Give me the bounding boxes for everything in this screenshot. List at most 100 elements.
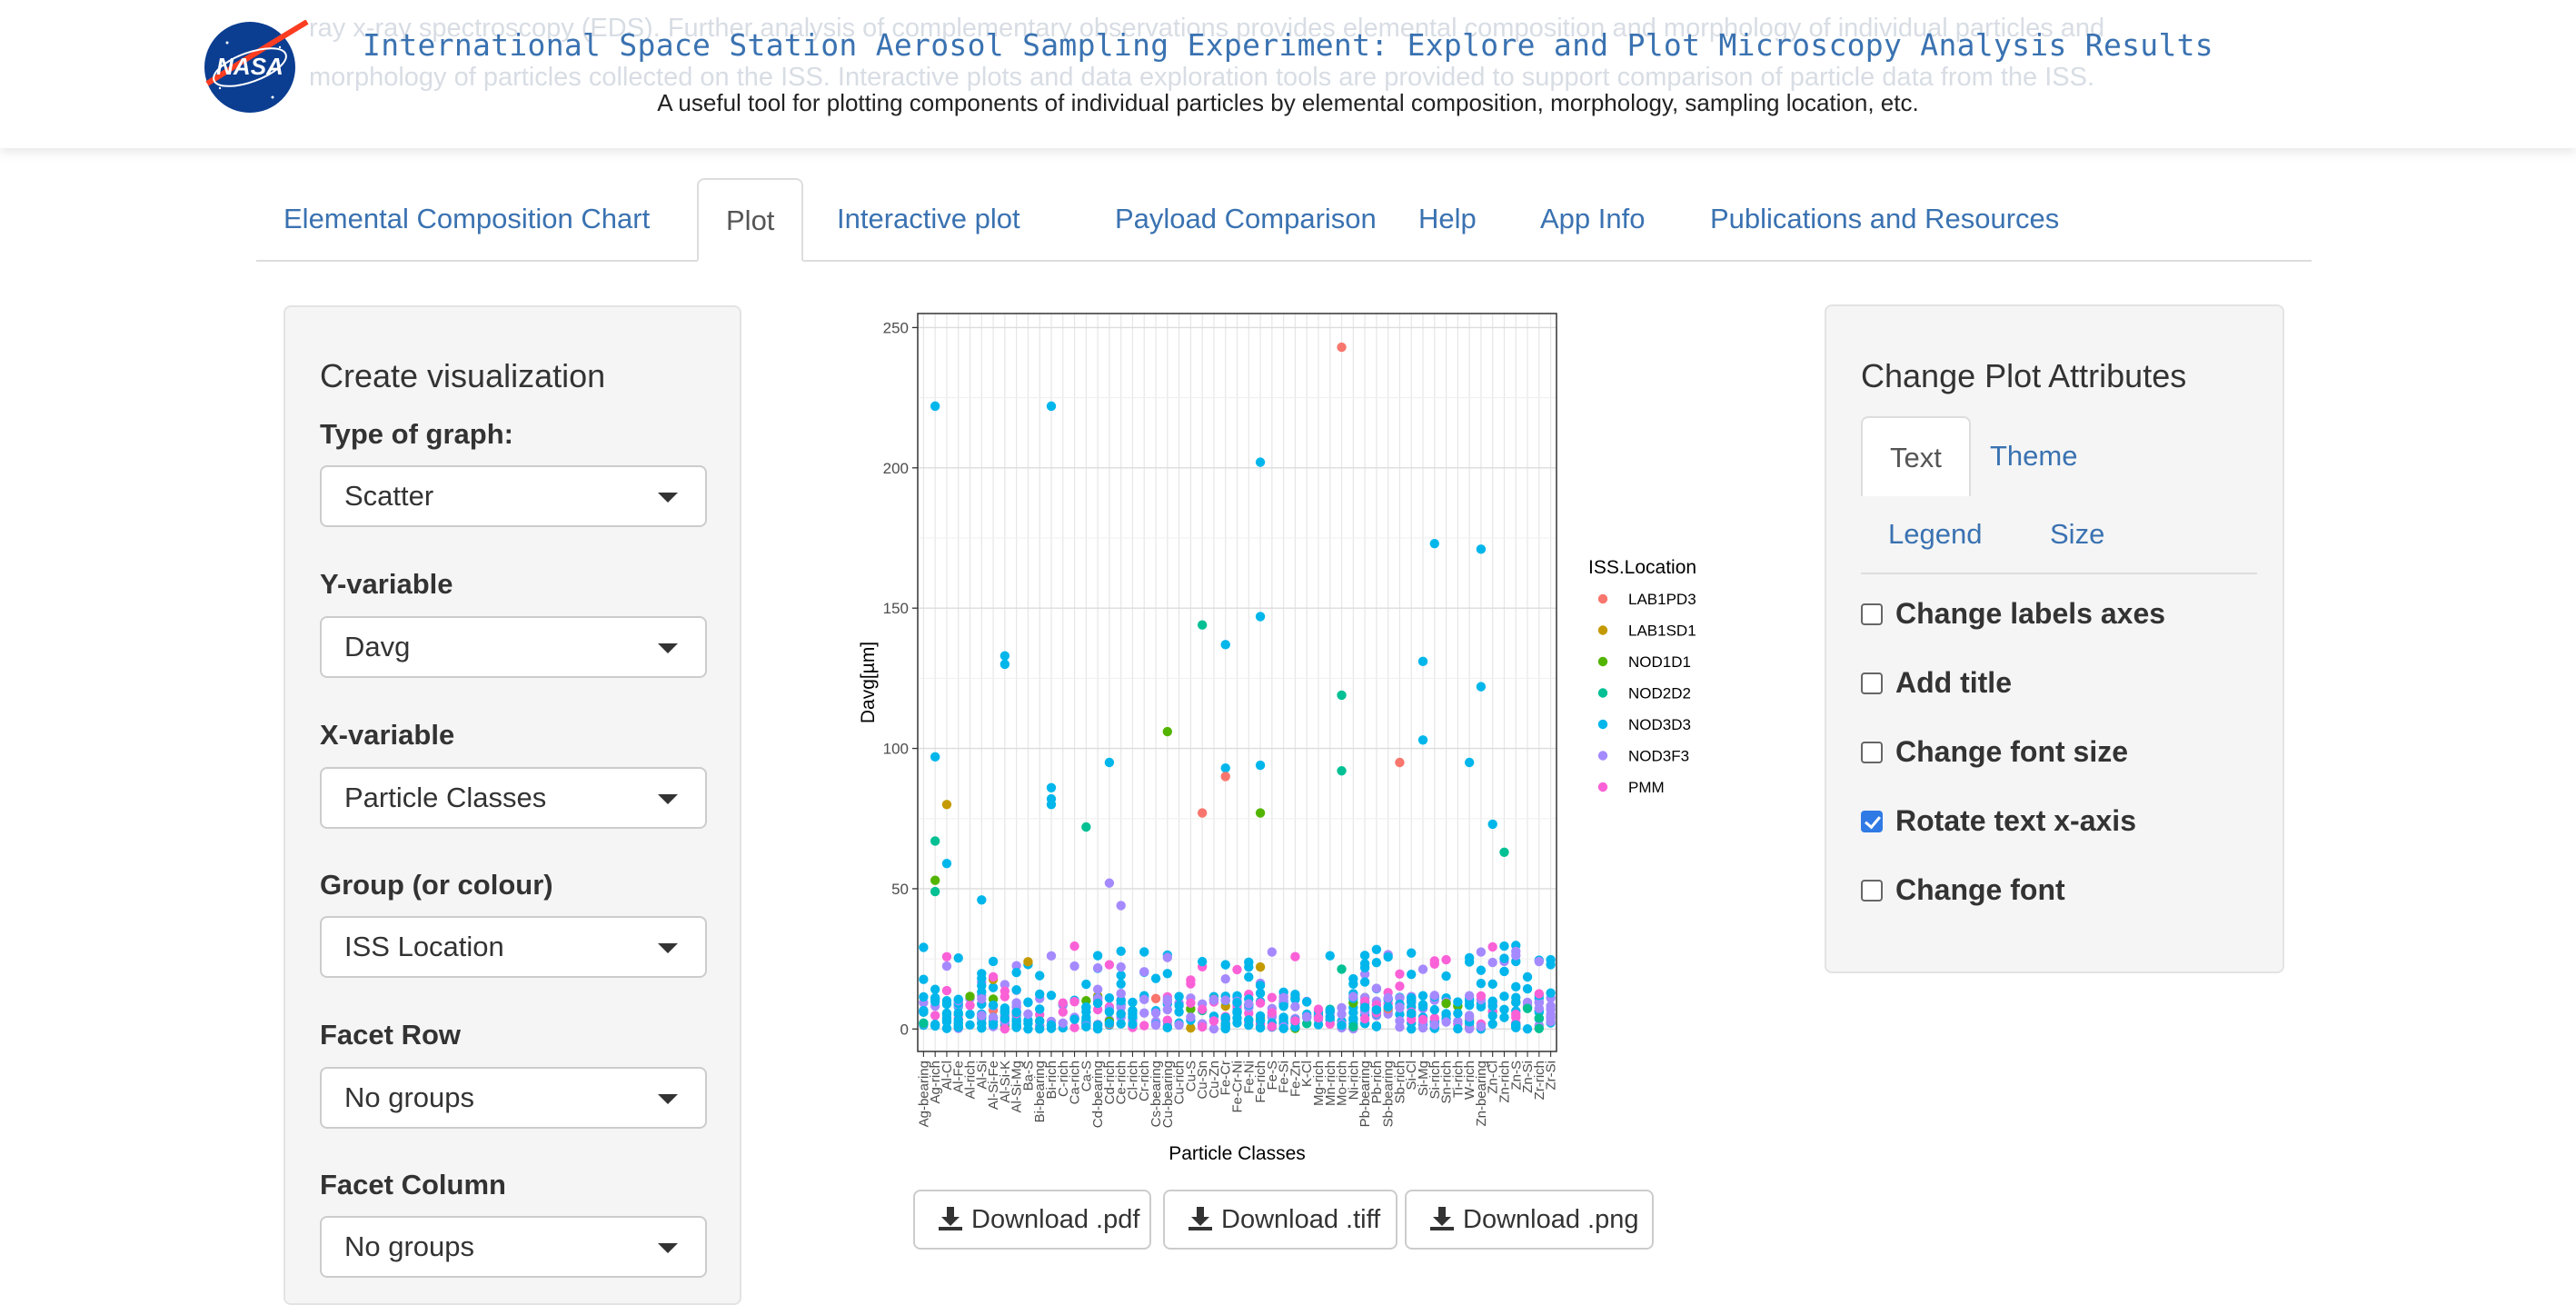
data-point	[1429, 991, 1439, 1001]
data-point	[1058, 998, 1068, 1008]
tab-legend[interactable]: Legend	[1888, 518, 1983, 550]
change-font-size-checkbox[interactable]	[1861, 742, 1883, 763]
facet-column-select[interactable]: No groups	[320, 1216, 707, 1278]
legend-label: NOD3F3	[1628, 748, 1689, 765]
data-point	[1081, 1021, 1091, 1032]
x-tick-label: Zr-Si	[1544, 1061, 1559, 1091]
x-tick-label: Al-Fe	[951, 1061, 967, 1093]
data-point	[1023, 1009, 1033, 1020]
rotate-text-x-axis-option[interactable]: Rotate text x-axis	[1861, 804, 2136, 838]
x-tick-label: Zr-rich	[1532, 1061, 1547, 1100]
data-point	[1464, 1023, 1475, 1034]
change-font-checkbox[interactable]	[1861, 880, 1883, 902]
tab-size[interactable]: Size	[2050, 518, 2105, 550]
data-point	[1476, 1021, 1487, 1032]
data-point	[1081, 822, 1091, 832]
data-point	[1116, 961, 1126, 972]
data-point	[1000, 1003, 1010, 1013]
data-point	[1301, 1011, 1312, 1022]
data-point	[1255, 998, 1266, 1008]
data-point	[1383, 1001, 1393, 1012]
tab-interactive-plot[interactable]: Interactive plot	[837, 203, 1020, 234]
download-png-button[interactable]: Download .png	[1405, 1190, 1654, 1250]
tab-plot[interactable]: Plot	[697, 178, 804, 262]
data-point	[1325, 1012, 1335, 1022]
x-tick-label: Cu-bearing	[1160, 1061, 1176, 1128]
data-point	[1244, 971, 1254, 982]
plot-attributes-panel: Change Plot Attributes Text Theme Legend…	[1825, 304, 2284, 973]
data-point	[1325, 1005, 1335, 1016]
x-tick-label: Pb-bearing	[1358, 1061, 1373, 1127]
data-point	[1429, 959, 1439, 969]
data-point	[1197, 956, 1208, 967]
change-font-size-option[interactable]: Change font size	[1861, 735, 2128, 769]
x-tick-label: Cu-rich	[1172, 1061, 1188, 1104]
data-point	[1499, 966, 1509, 977]
change-labels-axes-option[interactable]: Change labels axes	[1861, 597, 2165, 631]
facet-row-select[interactable]: No groups	[320, 1067, 707, 1129]
plot-grid	[918, 314, 1557, 1051]
data-point	[1359, 1013, 1370, 1024]
data-point	[1464, 757, 1475, 768]
ghost-line-1: ray x-ray spectroscopy (EDS). Further an…	[309, 14, 2105, 43]
data-point	[1313, 1020, 1324, 1030]
download-pdf-button[interactable]: Download .pdf	[913, 1190, 1151, 1250]
tab-app-info[interactable]: App Info	[1540, 203, 1646, 234]
data-point	[1232, 964, 1242, 975]
data-point	[1255, 1022, 1266, 1033]
data-point	[1534, 1013, 1545, 1023]
data-point	[1011, 1007, 1021, 1018]
data-point	[1499, 953, 1509, 963]
tab-theme[interactable]: Theme	[1990, 440, 2078, 472]
add-title-checkbox[interactable]	[1861, 672, 1883, 694]
data-point	[1035, 1016, 1045, 1026]
tab-payload-comparison[interactable]: Payload Comparison	[1115, 203, 1377, 234]
data-point	[1359, 1002, 1370, 1013]
data-point	[977, 981, 987, 991]
data-point	[1487, 941, 1497, 952]
tab-help[interactable]: Help	[1418, 203, 1477, 234]
tab-elemental-composition-chart[interactable]: Elemental Composition Chart	[283, 203, 651, 234]
nasa-logo-text: NASA	[216, 53, 283, 80]
data-point	[1232, 997, 1242, 1008]
change-labels-axes-checkbox[interactable]	[1861, 603, 1883, 625]
x-tick-label: Sb-bearing	[1381, 1061, 1397, 1127]
chevron-down-icon	[658, 643, 678, 653]
data-point	[1139, 994, 1149, 1005]
data-point	[1046, 951, 1057, 961]
x-tick-label: Zn-S	[1508, 1061, 1524, 1091]
tab-publications-and-resources[interactable]: Publications and Resources	[1710, 203, 2060, 234]
rotate-text-x-axis-checkbox[interactable]	[1861, 811, 1883, 832]
data-point	[1092, 962, 1103, 973]
data-point	[988, 956, 999, 967]
x-tick-label: Ti-rich	[1450, 1061, 1466, 1098]
data-point	[1011, 967, 1021, 978]
change-font-option[interactable]: Change font	[1861, 873, 2065, 907]
data-point	[941, 961, 952, 971]
data-point	[1441, 954, 1451, 965]
add-title-option[interactable]: Add title	[1861, 666, 2012, 700]
data-point	[965, 991, 975, 1001]
data-point	[988, 1020, 999, 1030]
data-point	[1186, 975, 1196, 985]
data-point	[1000, 659, 1010, 670]
data-point	[1359, 959, 1370, 969]
data-point	[1128, 1019, 1138, 1030]
x-variable-select[interactable]: Particle Classes	[320, 767, 707, 829]
group-colour-label: Group (or colour)	[320, 869, 553, 901]
data-point	[1000, 1023, 1010, 1034]
x-tick-label: Ni-rich	[1346, 1061, 1361, 1100]
data-point	[1255, 981, 1266, 991]
graph-type-select[interactable]: Scatter	[320, 465, 707, 527]
x-tick-label: Fe-Si	[1277, 1061, 1292, 1093]
data-point	[941, 800, 952, 810]
y-tick-label: 100	[883, 741, 909, 758]
download-tiff-button[interactable]: Download .tiff	[1163, 1190, 1397, 1250]
data-point	[1522, 971, 1533, 982]
tab-text[interactable]: Text	[1861, 416, 1971, 496]
group-colour-select[interactable]: ISS Location	[320, 916, 707, 978]
data-point	[1174, 991, 1184, 1001]
change-font-size-label: Change font size	[1895, 735, 2129, 768]
y-variable-select[interactable]: Davg	[320, 616, 707, 678]
data-point	[930, 984, 940, 994]
